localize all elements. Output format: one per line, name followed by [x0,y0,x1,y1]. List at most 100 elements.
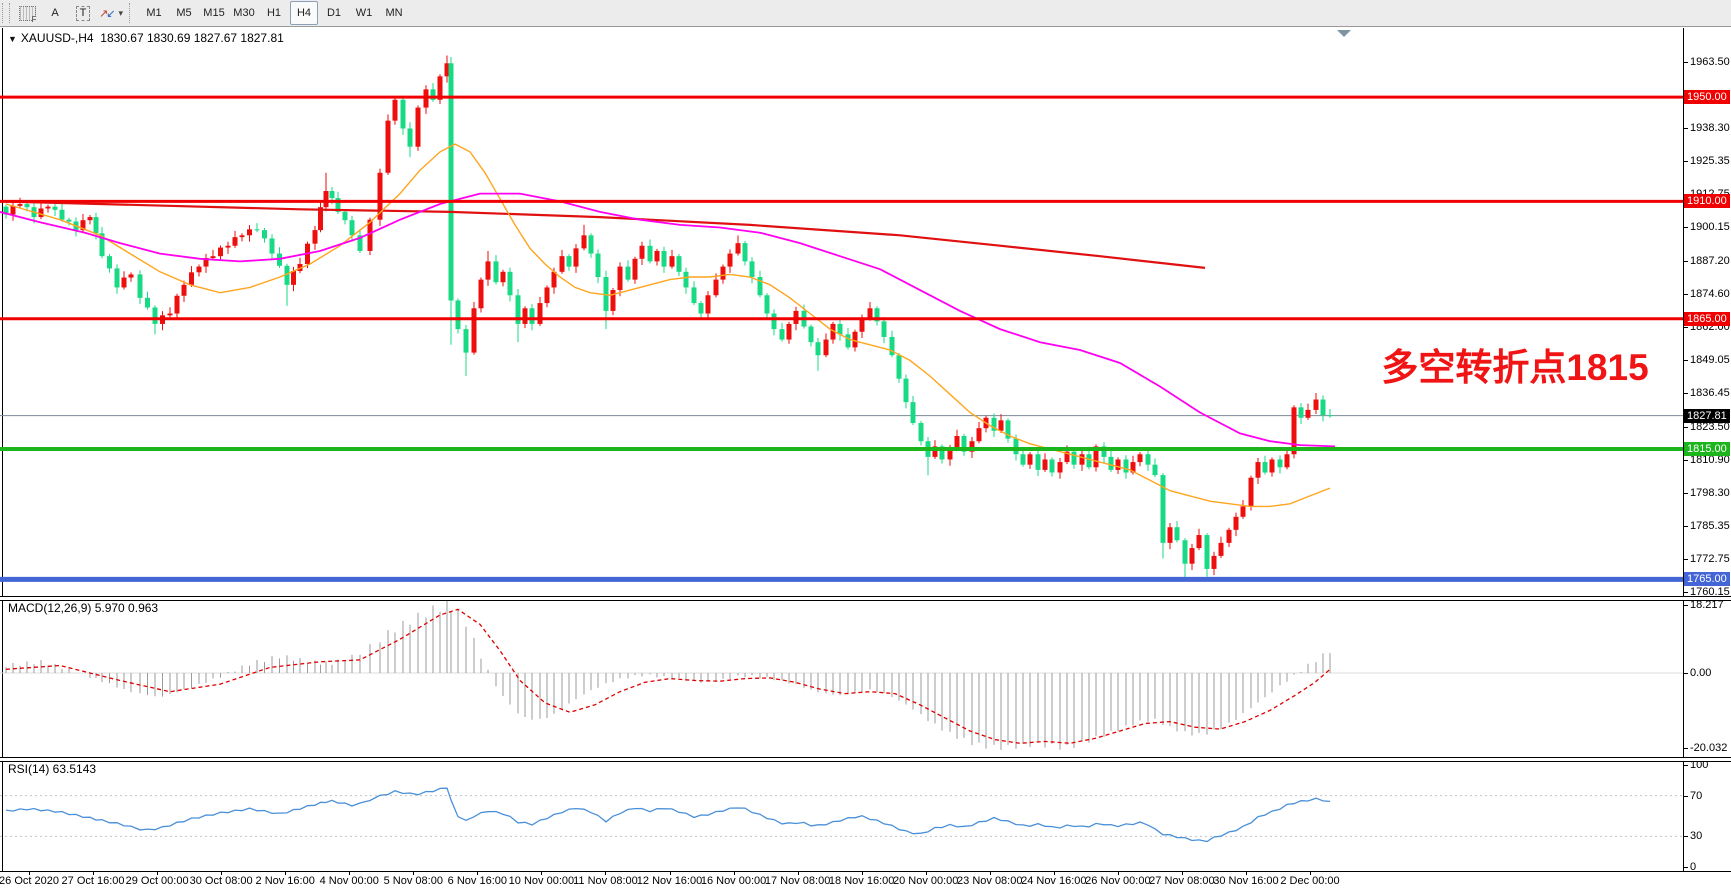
price-tick-label: 1938.30 [1690,121,1730,134]
time-axis-label: 10 Nov 00:00 [508,875,575,887]
candle-body [1284,454,1290,468]
price-tick-mark [1683,260,1688,262]
candle-body [1057,462,1063,473]
timeframe-button-h1[interactable]: H1 [266,7,282,19]
candle-body [1137,454,1143,463]
price-tick-mark [1683,227,1688,229]
text-box-icon: T [75,5,91,21]
candle-body [444,63,450,77]
candle-body [1269,459,1275,473]
text-annotation-button[interactable]: A [42,1,68,25]
indicator-buffer-button[interactable]: F [14,1,40,25]
candle-body [1042,459,1048,470]
price-tick-mark [1683,559,1688,561]
time-axis-label: 11 Nov 08:00 [573,875,638,887]
price-tick-mark [1683,127,1688,129]
candle-body [1255,462,1261,478]
price-tick-mark [1683,62,1688,63]
time-axis-label: 23 Nov 08:00 [957,875,1023,887]
timeframe-button-m5[interactable]: M5 [176,7,192,19]
time-axis-label: 6 Nov 16:00 [447,875,507,887]
panel-separator-rsi[interactable] [0,757,1731,762]
timeframe-button-m1[interactable]: M1 [146,7,162,19]
macd-tick-mark [1683,747,1688,749]
toolbar-separator [129,3,135,23]
price-tick-label: 1849.05 [1690,354,1730,367]
ma-mid-magenta-line [0,192,1336,448]
arrow-style-button[interactable]: ↗ ↙ ▾ [98,1,124,25]
macd-signal-line [5,608,1331,744]
toolbar-drag-handle[interactable] [2,3,10,23]
candle-body [262,230,267,239]
time-tick-mark [861,871,863,875]
candle-body [683,271,689,288]
candle-body [1035,454,1041,470]
text-box-button[interactable]: T [70,1,96,25]
time-axis-label: 27 Nov 08:00 [1149,875,1215,887]
price-tick-label: 1760.15 [1690,585,1730,598]
timeframe-button-w1[interactable]: W1 [355,7,373,19]
candle-body [145,297,150,308]
price-tick-mark [1683,459,1688,461]
candle-body [189,272,194,285]
timeframe-button-d1[interactable]: D1 [326,7,342,19]
candle-body [478,279,484,309]
symbol-dropdown-icon[interactable]: ▼ [8,34,17,44]
candle-body [932,446,938,457]
candle-body [24,204,30,208]
candle-body [1027,454,1033,465]
candle-body [114,268,120,288]
price-level-badge: 1950.00 [1684,90,1730,105]
candle-body [218,247,223,257]
timeframe-button-mn[interactable]: MN [385,7,403,19]
main-chart-canvas[interactable]: 多空转折点1815 [0,28,1683,596]
candle-body [485,261,491,280]
timeframe-button-m15[interactable]: M15 [203,7,225,19]
candle-body [52,206,58,210]
candle-body [881,321,887,337]
candle-body [3,206,9,215]
candle-body [720,266,726,280]
price-level-badge: 1827.81 [1684,408,1730,423]
ohlc-values: 1830.67 1830.69 1827.67 1827.81 [100,31,284,45]
candle-body [522,308,528,324]
candle-body [954,436,960,450]
timeframe-button-m30[interactable]: M30 [233,7,255,19]
rsi-tick-mark [1683,867,1688,868]
scroll-end-marker[interactable] [1337,30,1351,37]
candle-body [407,128,413,147]
time-tick-mark [157,871,159,875]
candle-body [87,217,93,221]
candle-body [764,295,770,314]
panel-separator-macd[interactable] [0,596,1731,601]
candle-body [859,318,865,332]
candle-body [1327,415,1333,417]
candle-body [896,355,902,379]
candle-body [284,265,290,285]
candle-body [588,235,594,254]
rsi-panel-canvas[interactable] [0,757,1683,871]
candle-body [1277,459,1283,468]
candle-body [335,198,341,212]
candle-body [1005,420,1011,439]
timeframe-button-h4[interactable]: H4 [290,1,318,25]
candle-body [10,205,16,215]
candle-body [515,295,521,324]
candle-body [400,99,406,129]
candle-body [786,323,792,340]
candle-body [1313,399,1319,410]
candle-body [529,308,535,324]
annotation-text[interactable]: 多空转折点1815 [1381,347,1648,388]
indicator-grid-icon: F [18,5,37,24]
macd-panel-canvas[interactable] [0,596,1683,757]
candle-body [38,208,44,218]
macd-axis-label: 18.217 [1690,598,1724,611]
candle-body [210,256,216,258]
arrow-up-icon: ↗ [99,7,109,20]
candle-body [705,295,711,314]
candle-body [1240,506,1246,517]
price-tick-label: 1925.35 [1690,155,1730,168]
time-tick-mark [93,871,95,875]
candle-body [357,235,363,251]
time-tick-mark [1117,871,1119,875]
